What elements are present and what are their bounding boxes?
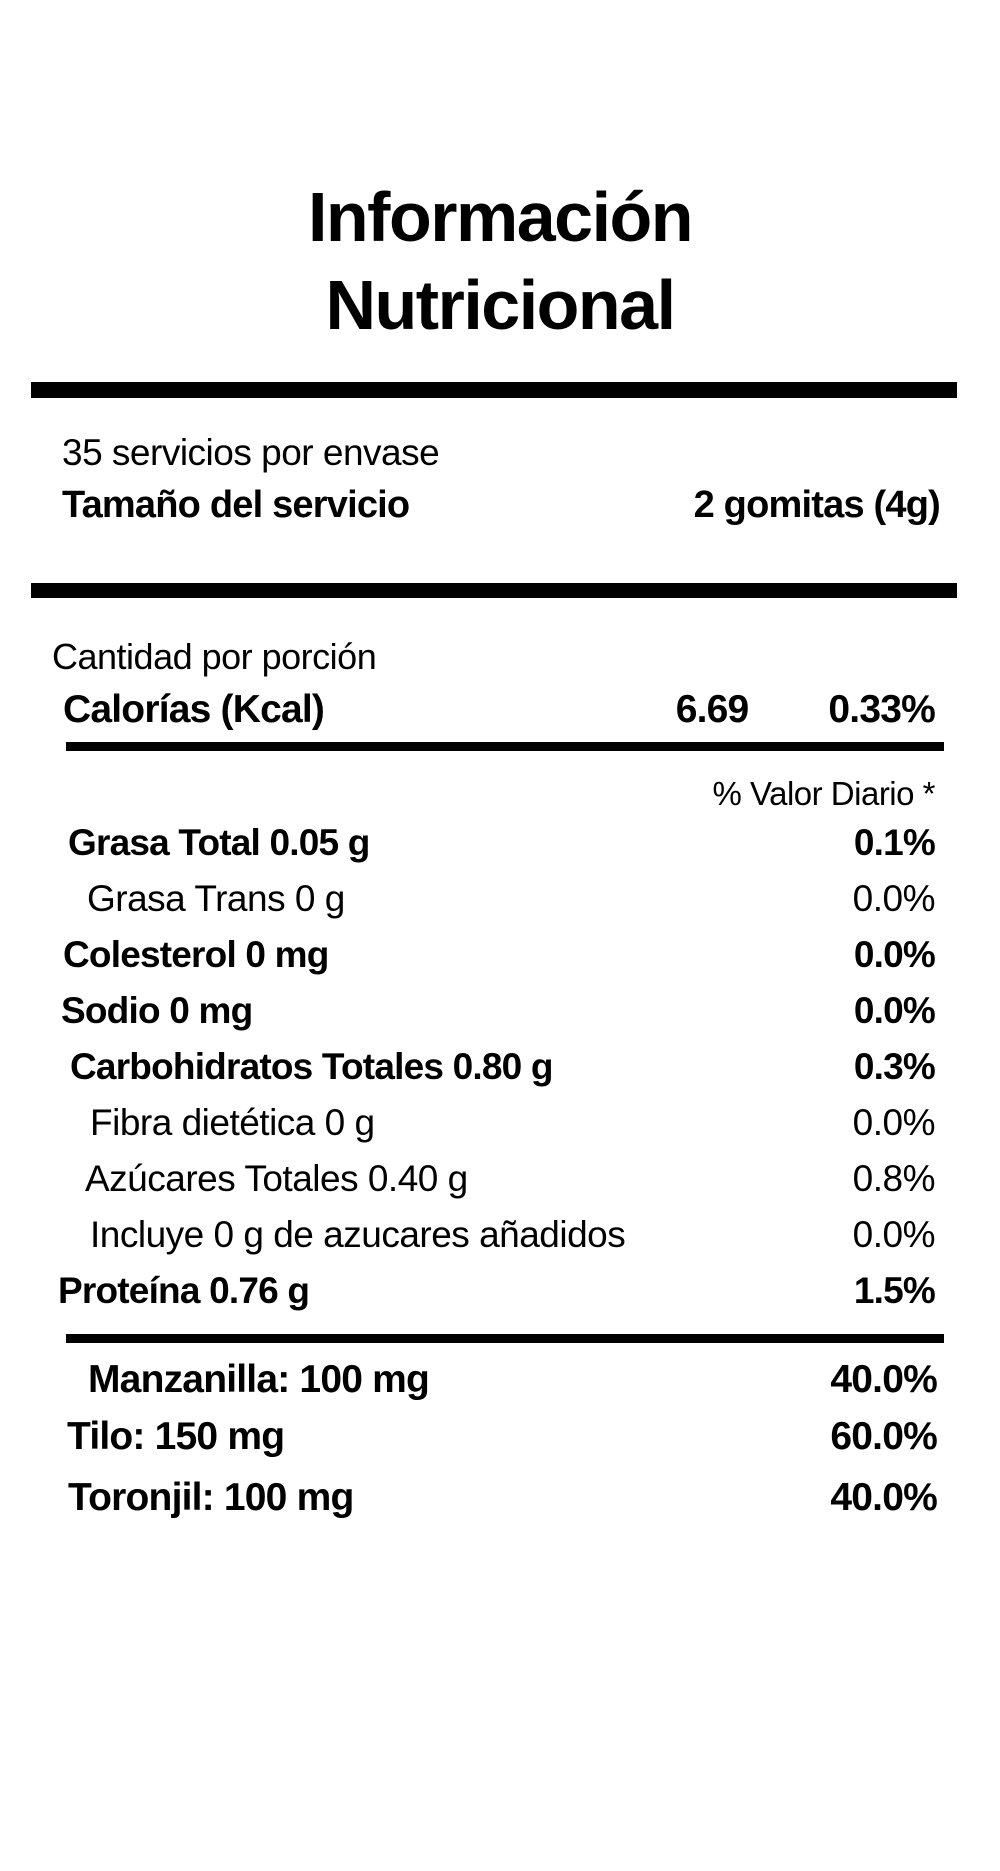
nutrient-row-azucares: Azúcares Totales 0.40 g 0.8%	[85, 1156, 936, 1202]
calories-daily-value: 0.33%	[828, 688, 935, 731]
nutrient-daily-value: 0.3%	[853, 1046, 936, 1087]
nutrient-daily-value: 1.5%	[853, 1270, 936, 1311]
botanical-label: Tilo: 150 mg	[67, 1415, 285, 1458]
serving-size-value: 2 gomitas (4g)	[693, 484, 941, 526]
nutrient-daily-value: 0.0%	[853, 990, 936, 1031]
daily-value-header: % Valor Diario *	[712, 775, 936, 812]
divider-medium-calories	[66, 742, 944, 751]
calories-label: Calorías (Kcal)	[63, 688, 325, 731]
nutrient-label: Azúcares Totales 0.40 g	[85, 1158, 468, 1199]
nutrient-row-colesterol: Colesterol 0 mg 0.0%	[63, 932, 936, 978]
page-title-line1: Información	[307, 178, 694, 256]
nutrient-row-grasa-trans: Grasa Trans 0 g 0.0%	[87, 876, 936, 922]
botanical-daily-value: 40.0%	[830, 1358, 937, 1401]
botanical-daily-value: 40.0%	[830, 1476, 937, 1519]
botanical-label: Manzanilla: 100 mg	[88, 1358, 430, 1401]
serving-size-row: Tamaño del servicio 2 gomitas (4g)	[62, 484, 941, 527]
nutrient-daily-value: 0.0%	[852, 878, 936, 919]
botanical-daily-value: 60.0%	[830, 1415, 937, 1458]
serving-size-label: Tamaño del servicio	[62, 484, 410, 526]
nutrient-label: Grasa Total 0.05 g	[68, 822, 370, 863]
nutrient-daily-value: 0.0%	[852, 1214, 936, 1255]
nutrient-row-sodio: Sodio 0 mg 0.0%	[61, 988, 936, 1034]
nutrient-row-azucares-anadidos: Incluye 0 g de azucares añadidos 0.0%	[90, 1212, 936, 1258]
nutrient-label: Carbohidratos Totales 0.80 g	[70, 1046, 554, 1087]
divider-thick-top	[31, 382, 957, 398]
nutrient-daily-value: 0.8%	[852, 1158, 936, 1199]
nutrient-label: Grasa Trans 0 g	[87, 878, 345, 919]
page-title: Información Nutricional	[0, 173, 1000, 349]
servings-per-container: 35 servicios por envase	[62, 432, 440, 473]
nutrient-label: Sodio 0 mg	[61, 990, 253, 1031]
nutrient-row-carbohidratos: Carbohidratos Totales 0.80 g 0.3%	[70, 1044, 936, 1090]
nutrient-label: Colesterol 0 mg	[63, 934, 329, 975]
amount-per-serving-label: Cantidad por porción	[52, 636, 377, 677]
nutrient-row-fibra: Fibra dietética 0 g 0.0%	[90, 1100, 936, 1146]
nutrient-row-proteina: Proteína 0.76 g 1.5%	[58, 1268, 936, 1314]
divider-thick-serving	[31, 583, 957, 598]
nutrient-daily-value: 0.0%	[853, 934, 936, 975]
nutrient-daily-value: 0.1%	[853, 822, 936, 863]
nutrient-label: Fibra dietética 0 g	[90, 1102, 375, 1143]
page-title-line2: Nutricional	[325, 266, 676, 344]
calories-row: Calorías (Kcal) 6.69 0.33%	[63, 688, 936, 732]
botanical-row-tilo: Tilo: 150 mg 60.0%	[67, 1413, 938, 1461]
nutrient-label: Incluye 0 g de azucares añadidos	[90, 1214, 626, 1255]
nutrient-row-grasa-total: Grasa Total 0.05 g 0.1%	[68, 820, 936, 866]
nutrient-daily-value: 0.0%	[852, 1102, 936, 1143]
botanical-row-toronjil: Toronjil: 100 mg 40.0%	[68, 1474, 938, 1522]
divider-medium-botanicals	[66, 1334, 944, 1343]
nutrient-label: Proteína 0.76 g	[58, 1270, 310, 1311]
botanical-row-manzanilla: Manzanilla: 100 mg 40.0%	[88, 1356, 938, 1404]
calories-value: 6.69	[675, 688, 750, 731]
botanical-label: Toronjil: 100 mg	[68, 1476, 354, 1519]
